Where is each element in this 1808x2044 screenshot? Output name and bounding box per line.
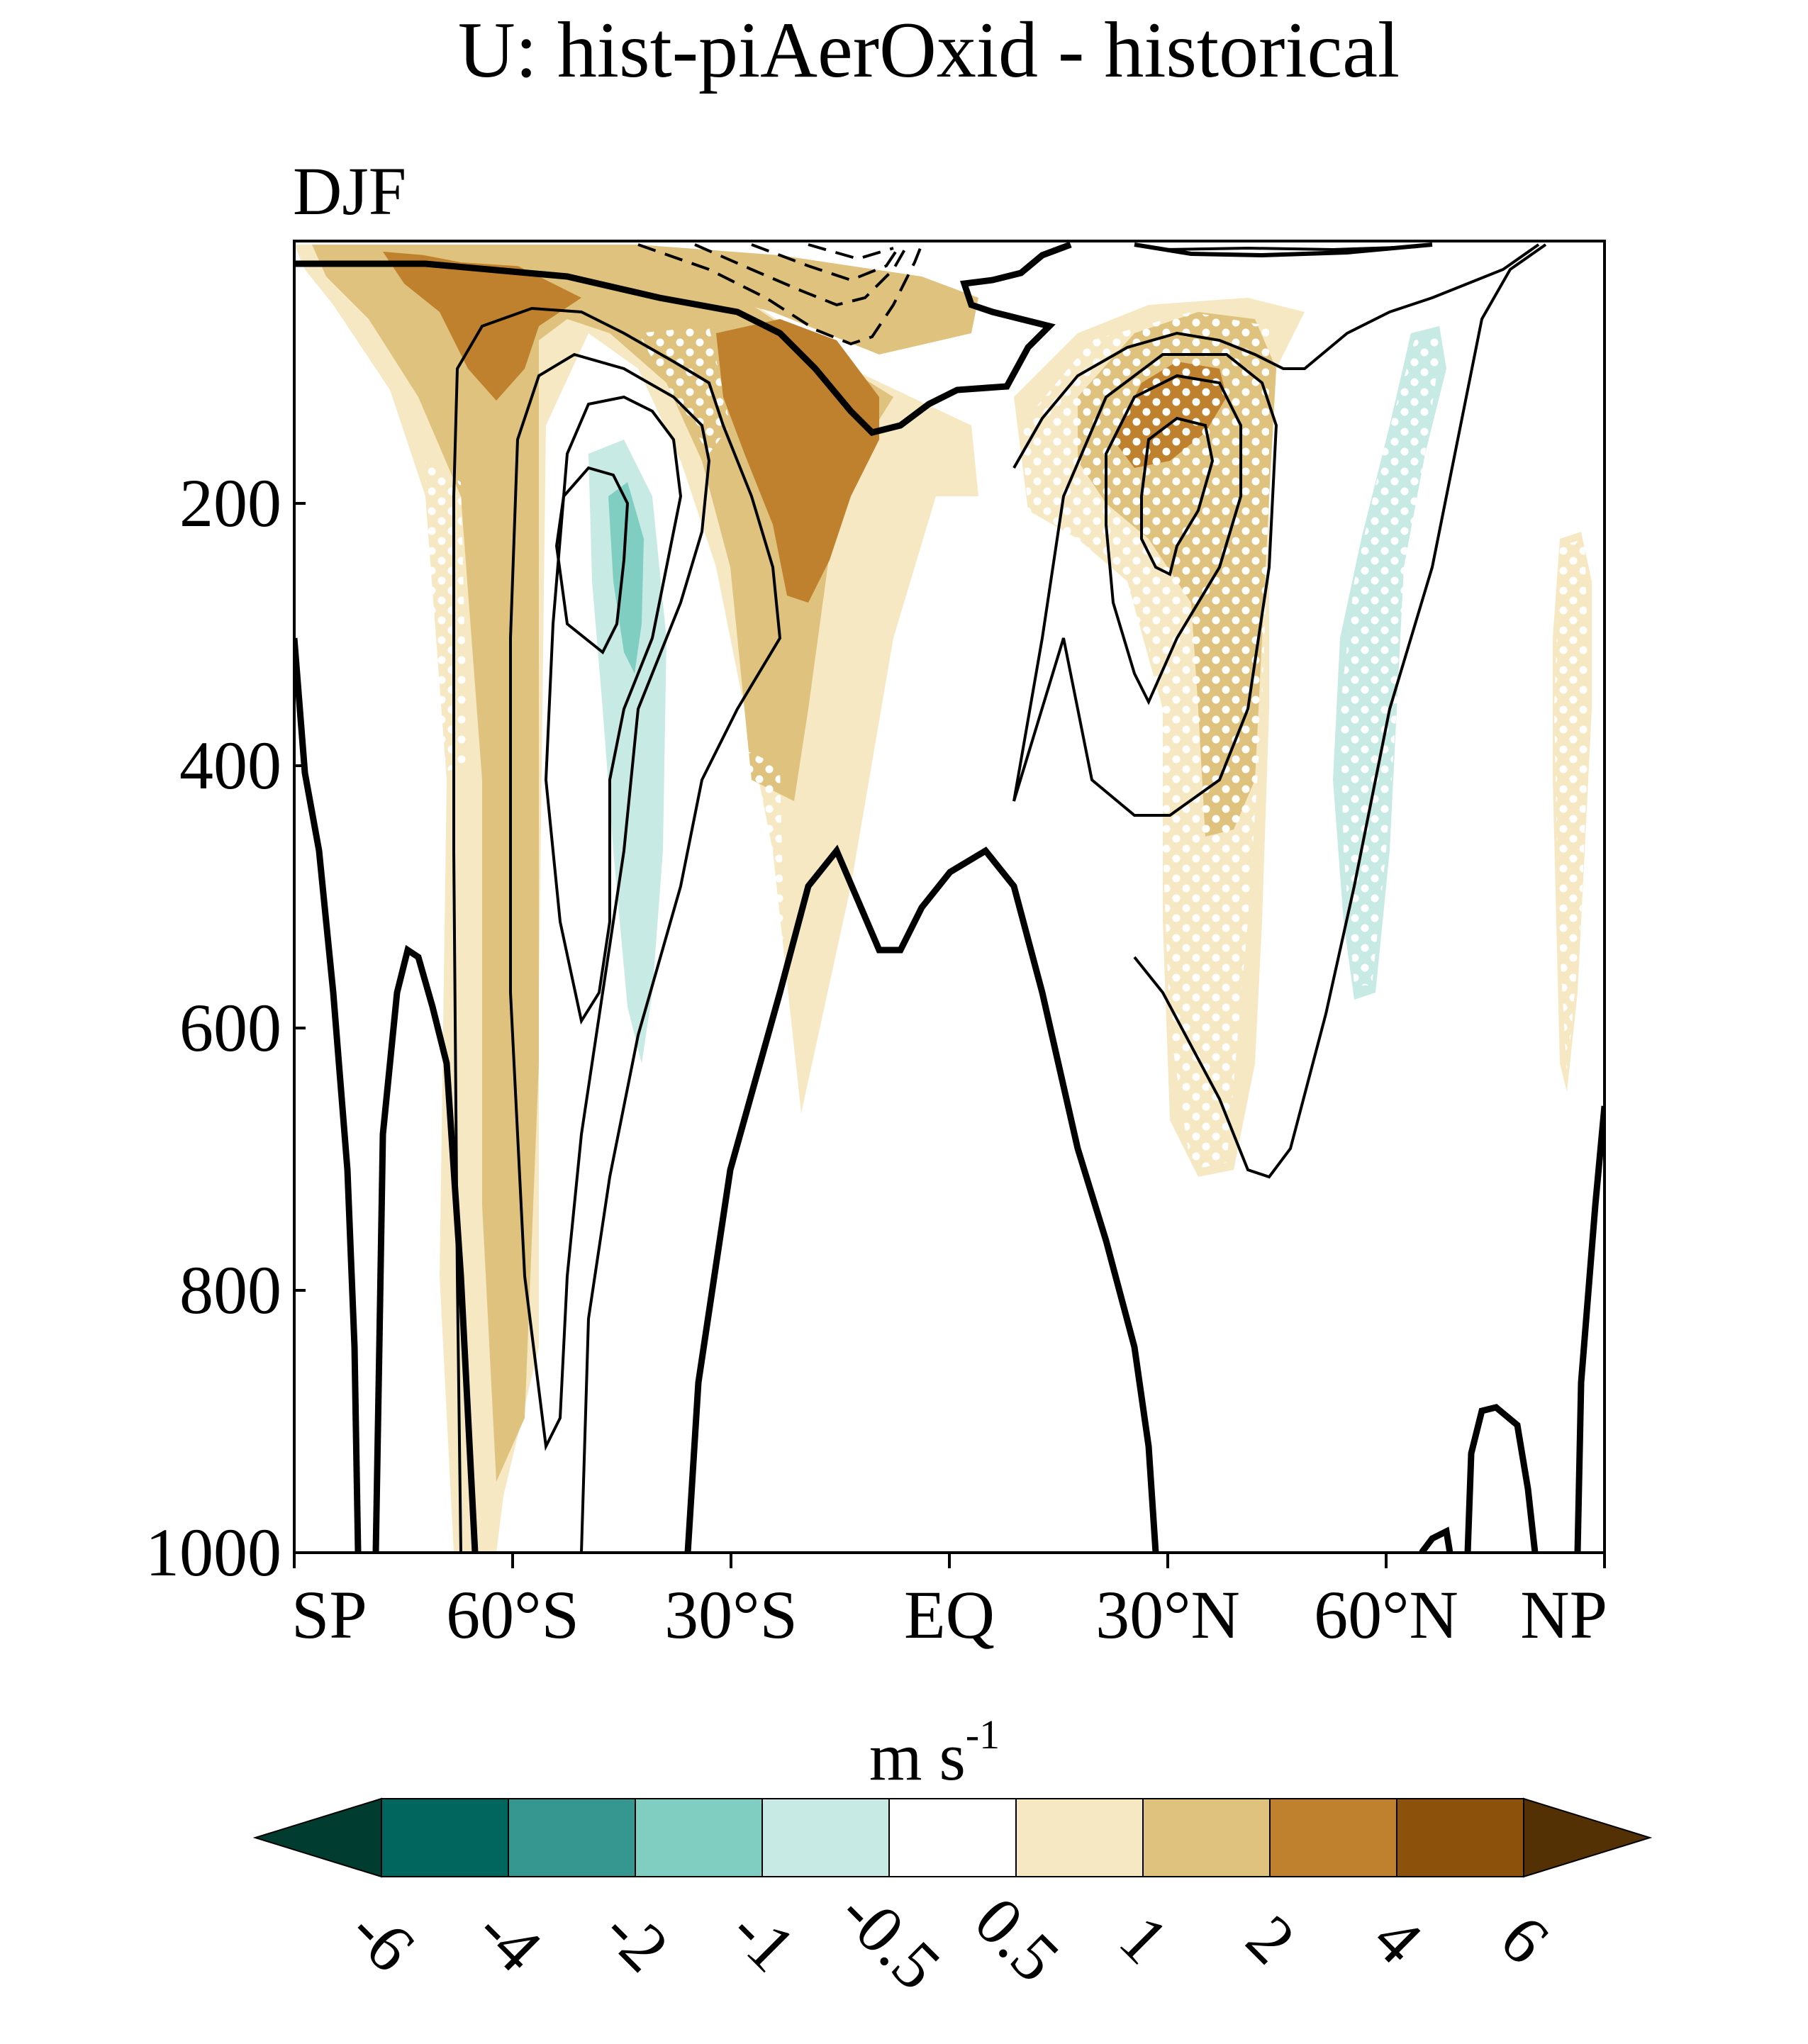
- colorbar-swatch: [508, 1798, 636, 1877]
- nh-jet-contour-3: [1012, 353, 1278, 817]
- zero-contour-sp-2: [372, 944, 479, 1553]
- neg-contour-dash-1: [637, 243, 923, 346]
- stipple-nh-jet: [1021, 312, 1269, 1170]
- colorbar-unit-exp: -1: [966, 1711, 1000, 1758]
- colorbar-tick-label: -2: [590, 1892, 683, 1986]
- colorbar-tick-label: 1: [1105, 1900, 1183, 1978]
- stipple-sh-left: [425, 461, 468, 773]
- stipple-sh-mid: [638, 326, 730, 454]
- colorbar-tick-label: -4: [463, 1892, 557, 1986]
- neg-contour-dash-4: [808, 243, 894, 261]
- shade-sh-core-2: [716, 319, 879, 603]
- sh-jet-contour-2: [509, 352, 711, 1451]
- stipple-np: [1554, 539, 1590, 1078]
- shade-sh-neg-light: [588, 440, 666, 1063]
- y-axis: 200 400 600 800 1000: [145, 465, 306, 1590]
- nh-jet-contour-5: [1140, 416, 1215, 576]
- colorbar-swatch: [1015, 1798, 1144, 1877]
- colorbar-swatch: [1396, 1798, 1524, 1877]
- y-tick-label: 1000: [145, 1514, 281, 1590]
- chart-title: U: hist-piAerOxid - historical: [458, 6, 1400, 94]
- x-axis: SP 60°S 30°S EQ 30°N 60°N NP: [291, 1553, 1607, 1653]
- nh-jet-contour-2: [1133, 243, 1547, 1179]
- climatology-contours: [294, 241, 1605, 1553]
- neg-contour-dash-3: [751, 243, 902, 282]
- colorbar-low-extension: [252, 1797, 382, 1878]
- colorbar-tick-label: -6: [336, 1892, 430, 1986]
- colorbar-unit-main: m s: [869, 1719, 966, 1794]
- colorbar-swatch: [1142, 1798, 1271, 1877]
- plot-area: [294, 241, 1605, 1553]
- nh-jet-contour-4: [1105, 374, 1242, 705]
- colorbar-tick-label: 2: [1232, 1900, 1310, 1978]
- y-tick-label: 800: [179, 1252, 281, 1328]
- colorbar-swatch: [761, 1798, 890, 1877]
- colorbar-unit-label: m s-1: [869, 1711, 1000, 1794]
- zero-contour-sp: [294, 637, 362, 1553]
- x-tick-label: EQ: [904, 1577, 995, 1653]
- shade-sh-pos-mid: [312, 245, 893, 1482]
- neg-contour-dash-2: [694, 243, 909, 307]
- colorbar-swatch: [888, 1798, 1017, 1877]
- x-tick-label: 60°S: [446, 1577, 579, 1653]
- colorbar-high-extension: [1523, 1797, 1653, 1878]
- zero-contour-np: [1574, 1105, 1605, 1553]
- y-tick-label: 200: [179, 465, 281, 541]
- shade-sh-neg-mid: [608, 482, 644, 674]
- colorbar-tick-label: 0.5: [961, 1882, 1075, 1996]
- sh-jet-contour-4: [554, 466, 630, 655]
- x-tick-label: 60°N: [1314, 1577, 1458, 1653]
- colorbar-swatch: [1269, 1798, 1397, 1877]
- colorbar-tick-label: 4: [1359, 1900, 1437, 1978]
- colorbar: [252, 1797, 1653, 1878]
- y-tick-label: 600: [179, 990, 281, 1066]
- neg-contour-top-nh-2: [1134, 242, 1433, 258]
- x-tick-label: SP: [291, 1577, 367, 1653]
- colorbar-swatch: [381, 1798, 509, 1877]
- zero-contour-eq: [684, 844, 1159, 1553]
- zero-contour-nh-surf: [1419, 1526, 1453, 1553]
- y-tick-label: 400: [179, 727, 281, 803]
- nh-jet-contour-1: [1012, 243, 1540, 469]
- colorbar-tick-label: -0.5: [825, 1875, 955, 2004]
- chart-subtitle: DJF: [293, 153, 406, 229]
- x-tick-label: 30°S: [664, 1577, 798, 1653]
- zero-contour-top: [294, 241, 1072, 436]
- sh-jet-contour-3: [544, 395, 683, 1025]
- colorbar-tick-label: 6: [1486, 1900, 1564, 1978]
- colorbar-swatch: [635, 1798, 763, 1877]
- shade-top-ribbon: [369, 245, 978, 354]
- zero-contour-nh-surf-2: [1464, 1404, 1539, 1553]
- colorbar-tick-label: -1: [717, 1892, 810, 1986]
- stipple-sh-sub: [716, 737, 787, 1106]
- x-tick-label: 30°N: [1095, 1577, 1240, 1653]
- x-tick-label: NP: [1520, 1577, 1607, 1653]
- colorbar-labels: -6 -4 -2 -1 -0.5 0.5 1 2 4 6: [336, 1875, 1564, 2004]
- sh-jet-contour-1: [452, 306, 782, 1553]
